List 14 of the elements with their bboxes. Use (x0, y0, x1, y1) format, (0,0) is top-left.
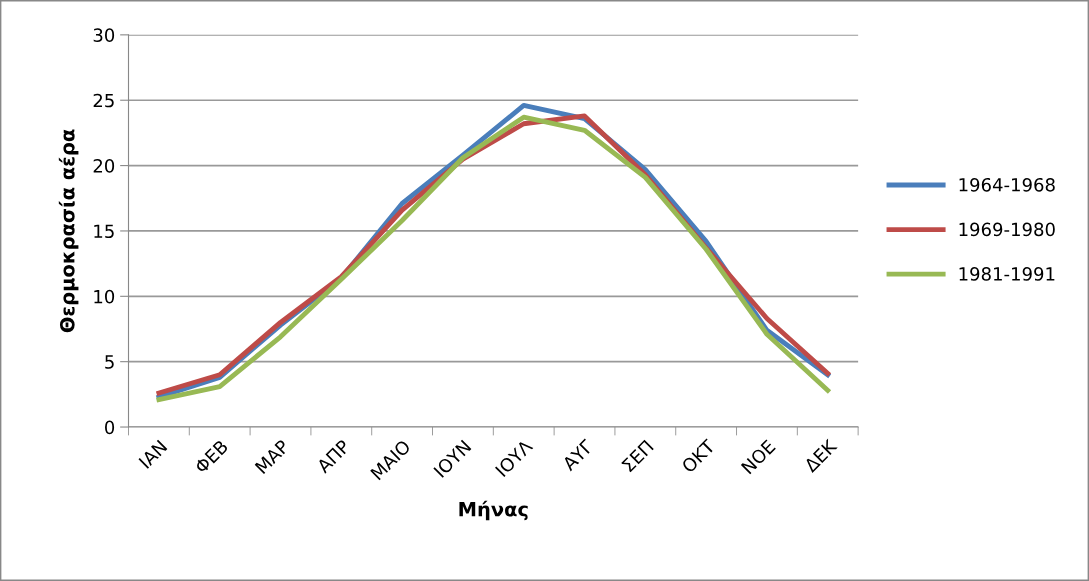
y-tick-label: 25 (93, 93, 114, 108)
y-tick-label: 30 (93, 28, 115, 42)
y-tick-label: 0 (105, 420, 115, 435)
y-tick-label: 15 (94, 224, 114, 239)
legend-label: 1981-1991 (959, 267, 1055, 281)
legend-label: 1964-1968 (959, 177, 1055, 192)
y-tick-label: 10 (94, 289, 115, 304)
y-axis-title: Θερμοκρασία αέρα (58, 129, 79, 333)
x-tick-label: ΙΑΝ (138, 439, 168, 469)
x-axis-title: Μήνας (459, 500, 528, 521)
legend-label: 1969-1980 (959, 222, 1055, 237)
x-tick-label: ΦΕΒ (193, 439, 229, 475)
y-tick-label: 20 (93, 159, 115, 173)
y-tick-label: 5 (105, 355, 114, 369)
